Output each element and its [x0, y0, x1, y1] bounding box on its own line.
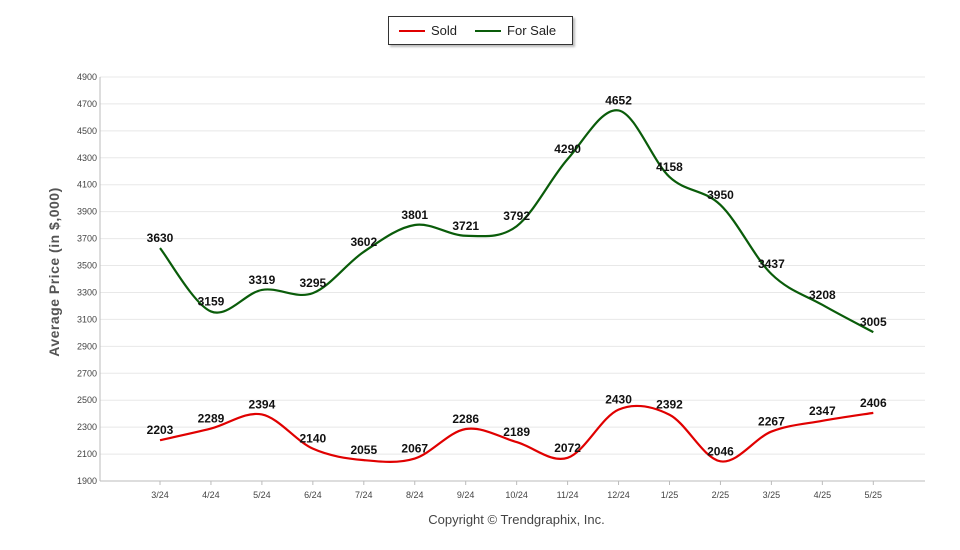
- chart-legend: Sold For Sale: [388, 16, 573, 45]
- data-label-sold: 2055: [350, 443, 377, 457]
- y-tick-label: 3500: [77, 261, 97, 271]
- data-label-for-sale: 3630: [147, 231, 174, 245]
- x-tick-label: 8/24: [406, 490, 424, 500]
- x-tick-label: 3/24: [151, 490, 169, 500]
- legend-swatch-for-sale: [475, 29, 502, 32]
- data-label-for-sale: 3159: [198, 294, 225, 308]
- y-tick-label: 4500: [77, 126, 97, 136]
- x-tick-label: 3/25: [763, 490, 781, 500]
- data-label-sold: 2267: [758, 415, 785, 429]
- data-label-for-sale: 3602: [350, 235, 377, 249]
- y-tick-label: 3300: [77, 287, 97, 297]
- y-tick-label: 1900: [77, 476, 97, 486]
- data-label-sold: 2046: [707, 444, 734, 458]
- data-label-for-sale: 3319: [249, 273, 276, 287]
- data-label-for-sale: 3437: [758, 257, 785, 271]
- data-label-for-sale: 3005: [860, 315, 887, 329]
- y-axis-title: Average Price (in $,000): [46, 187, 62, 357]
- legend-label-for-sale: For Sale: [507, 23, 557, 38]
- data-label-sold: 2394: [249, 397, 276, 411]
- y-tick-label: 4900: [77, 72, 97, 82]
- x-tick-label: 5/25: [865, 490, 883, 500]
- y-tick-label: 3700: [77, 234, 97, 244]
- data-label-sold: 2406: [860, 396, 887, 410]
- y-tick-label: 2100: [77, 449, 97, 459]
- data-label-sold: 2392: [656, 398, 683, 412]
- series-line-sold: [159, 404, 874, 463]
- x-tick-label: 10/24: [505, 490, 528, 500]
- copyright-text: Copyright © Trendgraphix, Inc.: [428, 512, 605, 527]
- x-tick-label: 9/24: [457, 490, 475, 500]
- data-label-for-sale: 3208: [809, 288, 836, 302]
- x-tick-label: 12/24: [607, 490, 630, 500]
- y-tick-label: 4700: [77, 99, 97, 109]
- data-label-sold: 2289: [198, 412, 225, 426]
- y-tick-label: 2700: [77, 368, 97, 378]
- data-label-sold: 2347: [809, 404, 836, 418]
- series-line-for-sale: [159, 109, 874, 334]
- y-tick-label: 2900: [77, 341, 97, 351]
- x-tick-label: 4/25: [814, 490, 832, 500]
- data-label-for-sale: 3792: [503, 209, 530, 223]
- legend-label-sold: Sold: [431, 23, 458, 38]
- y-tick-label: 3900: [77, 207, 97, 217]
- data-label-sold: 2072: [554, 441, 581, 455]
- legend-item-sold[interactable]: Sold: [399, 23, 457, 38]
- data-label-for-sale: 4652: [605, 93, 632, 107]
- y-tick-label: 3100: [77, 314, 97, 324]
- legend-swatch-sold: [399, 29, 425, 32]
- data-label-sold: 2067: [401, 442, 428, 456]
- y-tick-label: 4300: [77, 153, 97, 163]
- data-label-sold: 2203: [147, 423, 174, 437]
- data-label-for-sale: 3950: [707, 188, 734, 202]
- x-tick-label: 4/24: [202, 490, 220, 500]
- y-tick-label: 2500: [77, 395, 97, 405]
- x-tick-label: 5/24: [253, 490, 271, 500]
- x-tick-label: 11/24: [557, 490, 579, 500]
- data-label-sold: 2430: [605, 393, 632, 407]
- x-tick-label: 2/25: [712, 490, 730, 500]
- legend-item-for-sale[interactable]: For Sale: [475, 23, 556, 38]
- data-label-for-sale: 4158: [656, 160, 683, 174]
- x-tick-label: 6/24: [304, 490, 322, 500]
- data-label-for-sale: 3295: [299, 276, 326, 290]
- data-label-sold: 2189: [503, 425, 530, 439]
- data-label-sold: 2286: [452, 412, 479, 426]
- data-label-sold: 2140: [299, 432, 326, 446]
- data-label-for-sale: 3801: [401, 208, 428, 222]
- x-tick-label: 1/25: [661, 490, 679, 500]
- data-label-for-sale: 4290: [554, 142, 581, 156]
- x-tick-label: 7/24: [355, 490, 373, 500]
- y-tick-label: 4100: [77, 180, 97, 190]
- y-tick-label: 2300: [77, 422, 97, 432]
- data-label-for-sale: 3721: [452, 219, 479, 233]
